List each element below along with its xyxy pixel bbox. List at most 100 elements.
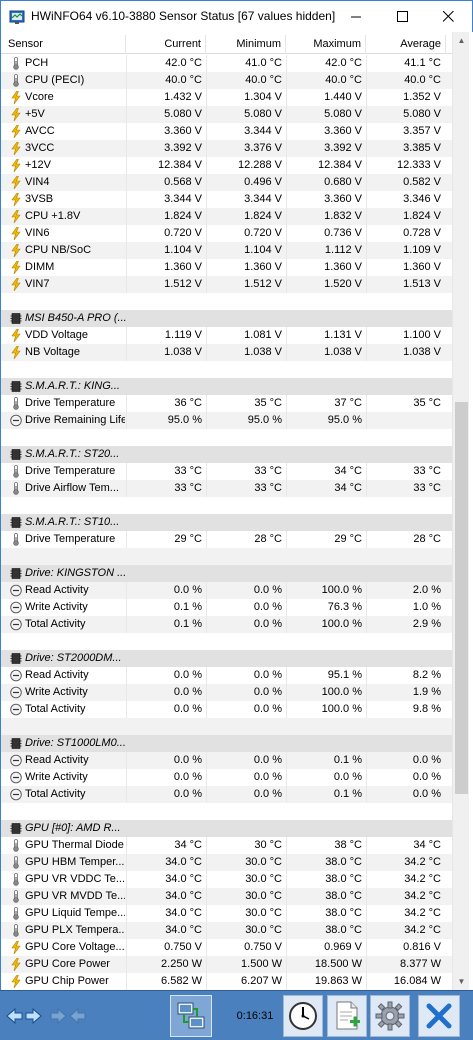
- column-header-maximum[interactable]: Maximum: [286, 35, 366, 54]
- table-row[interactable]: GPU Core Power 2.250 W 1.500 W 18.500 W 8.37…: [1, 956, 452, 973]
- table-row[interactable]: PCH 42.0 °C 41.0 °C 42.0 °C 41.1 °C: [1, 55, 452, 72]
- column-divider: [126, 89, 127, 106]
- arrows-expand-icon: [50, 1007, 86, 1025]
- column-divider: [126, 123, 127, 140]
- scroll-down-button[interactable]: ▼: [453, 973, 470, 990]
- table-row[interactable]: NB Voltage 1.038 V 1.038 V 1.038 V 1.038 V: [1, 344, 452, 361]
- sensor-group-header[interactable]: S.M.A.R.T.: ST10...: [1, 514, 452, 531]
- sensor-name: Drive Remaining Life: [25, 414, 125, 426]
- table-row[interactable]: +12V 12.384 V 12.288 V 12.384 V 12.333 V: [1, 157, 452, 174]
- thermometer-icon: [13, 907, 19, 920]
- sensor-name: +5V: [25, 108, 45, 120]
- minimum-value: 30.0 °C: [245, 873, 282, 885]
- table-row[interactable]: Drive Airflow Tem... 33 °C 33 °C 34 °C 33 °C: [1, 480, 452, 497]
- table-row[interactable]: Write Activity 0.0 % 0.0 % 100.0 % 1.9 %: [1, 684, 452, 701]
- column-divider: [126, 667, 127, 684]
- vertical-scrollbar[interactable]: ▲ ▼: [452, 32, 469, 990]
- column-divider: [366, 344, 367, 361]
- maximum-value: 0.736 V: [324, 227, 362, 239]
- column-divider: [286, 939, 287, 956]
- table-row[interactable]: Drive Temperature 36 °C 35 °C 37 °C 35 °C: [1, 395, 452, 412]
- table-row[interactable]: CPU +1.8V 1.824 V 1.824 V 1.832 V 1.824 V: [1, 208, 452, 225]
- average-value: 41.1 °C: [404, 57, 441, 69]
- column-header-minimum[interactable]: Minimum: [206, 35, 286, 54]
- network-button[interactable]: [170, 995, 212, 1037]
- table-row[interactable]: Total Activity 0.1 % 0.0 % 100.0 % 2.9 %: [1, 616, 452, 633]
- column-divider: [286, 616, 287, 633]
- table-row[interactable]: Drive Temperature 33 °C 33 °C 34 °C 33 °C: [1, 463, 452, 480]
- title-bar[interactable]: HWiNFO64 v6.10-3880 Sensor Status [67 va…: [0, 0, 473, 32]
- expand-button[interactable]: [46, 995, 90, 1037]
- elapsed-timer: 0:16:31: [236, 1010, 274, 1022]
- column-divider: [366, 905, 367, 922]
- lightning-icon: [11, 261, 21, 274]
- table-row[interactable]: Write Activity 0.1 % 0.0 % 76.3 % 1.0 %: [1, 599, 452, 616]
- gear-icon: [375, 1001, 405, 1031]
- collapse-button[interactable]: [4, 995, 44, 1037]
- table-row[interactable]: Drive Remaining Life 95.0 % 95.0 % 95.0 %: [1, 412, 452, 429]
- table-row[interactable]: DIMM 1.360 V 1.360 V 1.360 V 1.360 V: [1, 259, 452, 276]
- table-row[interactable]: 3VSB 3.344 V 3.344 V 3.360 V 3.346 V: [1, 191, 452, 208]
- table-row[interactable]: Total Activity 0.0 % 0.0 % 100.0 % 9.8 %: [1, 701, 452, 718]
- sensor-name: AVCC: [25, 125, 55, 137]
- table-row[interactable]: CPU (PECI) 40.0 °C 40.0 °C 40.0 °C 40.0 °C: [1, 72, 452, 89]
- table-row[interactable]: Total Activity 0.0 % 0.0 % 0.1 % 0.0 %: [1, 786, 452, 803]
- average-value: 33 °C: [413, 465, 441, 477]
- average-value: 1.0 %: [412, 601, 441, 613]
- table-row[interactable]: GPU VR MVDD Te... 34.0 °C 30.0 °C 38.0 °C 34…: [1, 888, 452, 905]
- table-row[interactable]: CPU NB/SoC 1.104 V 1.104 V 1.112 V 1.109 V: [1, 242, 452, 259]
- table-row[interactable]: Read Activity 0.0 % 0.0 % 100.0 % 2.0 %: [1, 582, 452, 599]
- column-divider: [206, 395, 207, 412]
- table-row[interactable]: Read Activity 0.0 % 0.0 % 0.1 % 0.0 %: [1, 752, 452, 769]
- average-value: 2.0 %: [412, 584, 441, 596]
- scroll-up-button[interactable]: ▲: [453, 32, 470, 49]
- table-row[interactable]: VIN7 1.512 V 1.512 V 1.520 V 1.513 V: [1, 276, 452, 293]
- table-row[interactable]: GPU HBM Temper... 34.0 °C 30.0 °C 38.0 °C 34…: [1, 854, 452, 871]
- table-row[interactable]: 3VCC 3.392 V 3.376 V 3.392 V 3.385 V: [1, 140, 452, 157]
- column-divider: [126, 395, 127, 412]
- column-divider: [126, 208, 127, 225]
- table-row[interactable]: GPU VR VDDC Te... 34.0 °C 30.0 °C 38.0 °C 34…: [1, 871, 452, 888]
- close-button[interactable]: [425, 1, 471, 32]
- column-header-current[interactable]: Current: [126, 35, 206, 54]
- sensor-group-header[interactable]: MSI B450-A PRO (...: [1, 310, 452, 327]
- table-row[interactable]: VDD Voltage 1.119 V 1.081 V 1.131 V 1.100 V: [1, 327, 452, 344]
- average-value: 3.346 V: [403, 193, 441, 205]
- table-row[interactable]: GPU Thermal Diode 34 °C 30 °C 38 °C 34 °C: [1, 837, 452, 854]
- sensor-table[interactable]: Sensor Current Minimum Maximum Average P…: [0, 32, 452, 990]
- column-header-average[interactable]: Average: [366, 35, 446, 54]
- table-row[interactable]: GPU Liquid Tempe... 34.0 °C 30.0 °C 38.0 °C…: [1, 905, 452, 922]
- current-value: 33 °C: [174, 465, 202, 477]
- column-divider: [126, 140, 127, 157]
- current-value: 1.360 V: [164, 261, 202, 273]
- sensor-group-header[interactable]: S.M.A.R.T.: ST20...: [1, 446, 452, 463]
- table-row[interactable]: VIN6 0.720 V 0.720 V 0.736 V 0.728 V: [1, 225, 452, 242]
- table-row[interactable]: Write Activity 0.0 % 0.0 % 0.0 % 0.0 %: [1, 769, 452, 786]
- sensor-group-header[interactable]: Drive: ST1000LM0...: [1, 735, 452, 752]
- settings-button[interactable]: [370, 995, 410, 1037]
- column-divider: [366, 786, 367, 803]
- table-row[interactable]: Read Activity 0.0 % 0.0 % 95.1 % 8.2 %: [1, 667, 452, 684]
- table-row[interactable]: GPU PLX Tempera... 34.0 °C 30.0 °C 38.0 °C 3…: [1, 922, 452, 939]
- table-row[interactable]: GPU Core Voltage... 0.750 V 0.750 V 0.969 V…: [1, 939, 452, 956]
- current-value: 3.344 V: [164, 193, 202, 205]
- scroll-thumb[interactable]: [455, 402, 468, 794]
- reset-clock-button[interactable]: [283, 995, 323, 1037]
- sensor-group-header[interactable]: S.M.A.R.T.: KING...: [1, 378, 452, 395]
- table-row[interactable]: Vcore 1.432 V 1.304 V 1.440 V 1.352 V: [1, 89, 452, 106]
- table-row[interactable]: Drive Temperature 29 °C 28 °C 29 °C 28 °C: [1, 531, 452, 548]
- exit-button[interactable]: [418, 995, 460, 1037]
- table-row[interactable]: AVCC 3.360 V 3.344 V 3.360 V 3.357 V: [1, 123, 452, 140]
- column-header-sensor[interactable]: Sensor: [1, 35, 126, 54]
- table-row[interactable]: VIN4 0.568 V 0.496 V 0.680 V 0.582 V: [1, 174, 452, 191]
- maximize-button[interactable]: [379, 1, 425, 32]
- minimize-button[interactable]: [333, 1, 379, 32]
- table-row[interactable]: GPU Chip Power 6.582 W 6.207 W 19.863 W 16.0…: [1, 973, 452, 990]
- add-report-button[interactable]: [327, 995, 367, 1037]
- sensor-group-header[interactable]: Drive: KINGSTON ...: [1, 565, 452, 582]
- table-row[interactable]: +5V 5.080 V 5.080 V 5.080 V 5.080 V: [1, 106, 452, 123]
- column-divider: [206, 191, 207, 208]
- thermometer-icon: [13, 397, 19, 410]
- sensor-group-header[interactable]: GPU [#0]: AMD R...: [1, 820, 452, 837]
- sensor-group-header[interactable]: Drive: ST2000DM...: [1, 650, 452, 667]
